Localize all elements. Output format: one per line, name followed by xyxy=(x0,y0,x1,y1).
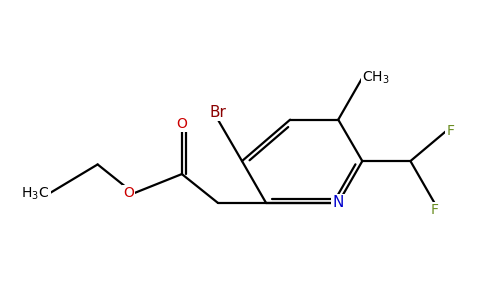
Text: H$_3$C: H$_3$C xyxy=(21,185,49,202)
Text: O: O xyxy=(176,117,187,131)
Text: Br: Br xyxy=(210,105,227,120)
Text: F: F xyxy=(430,203,439,217)
Text: N: N xyxy=(333,195,344,210)
Text: O: O xyxy=(123,186,134,200)
Text: F: F xyxy=(447,124,454,138)
Text: CH$_3$: CH$_3$ xyxy=(363,70,390,86)
